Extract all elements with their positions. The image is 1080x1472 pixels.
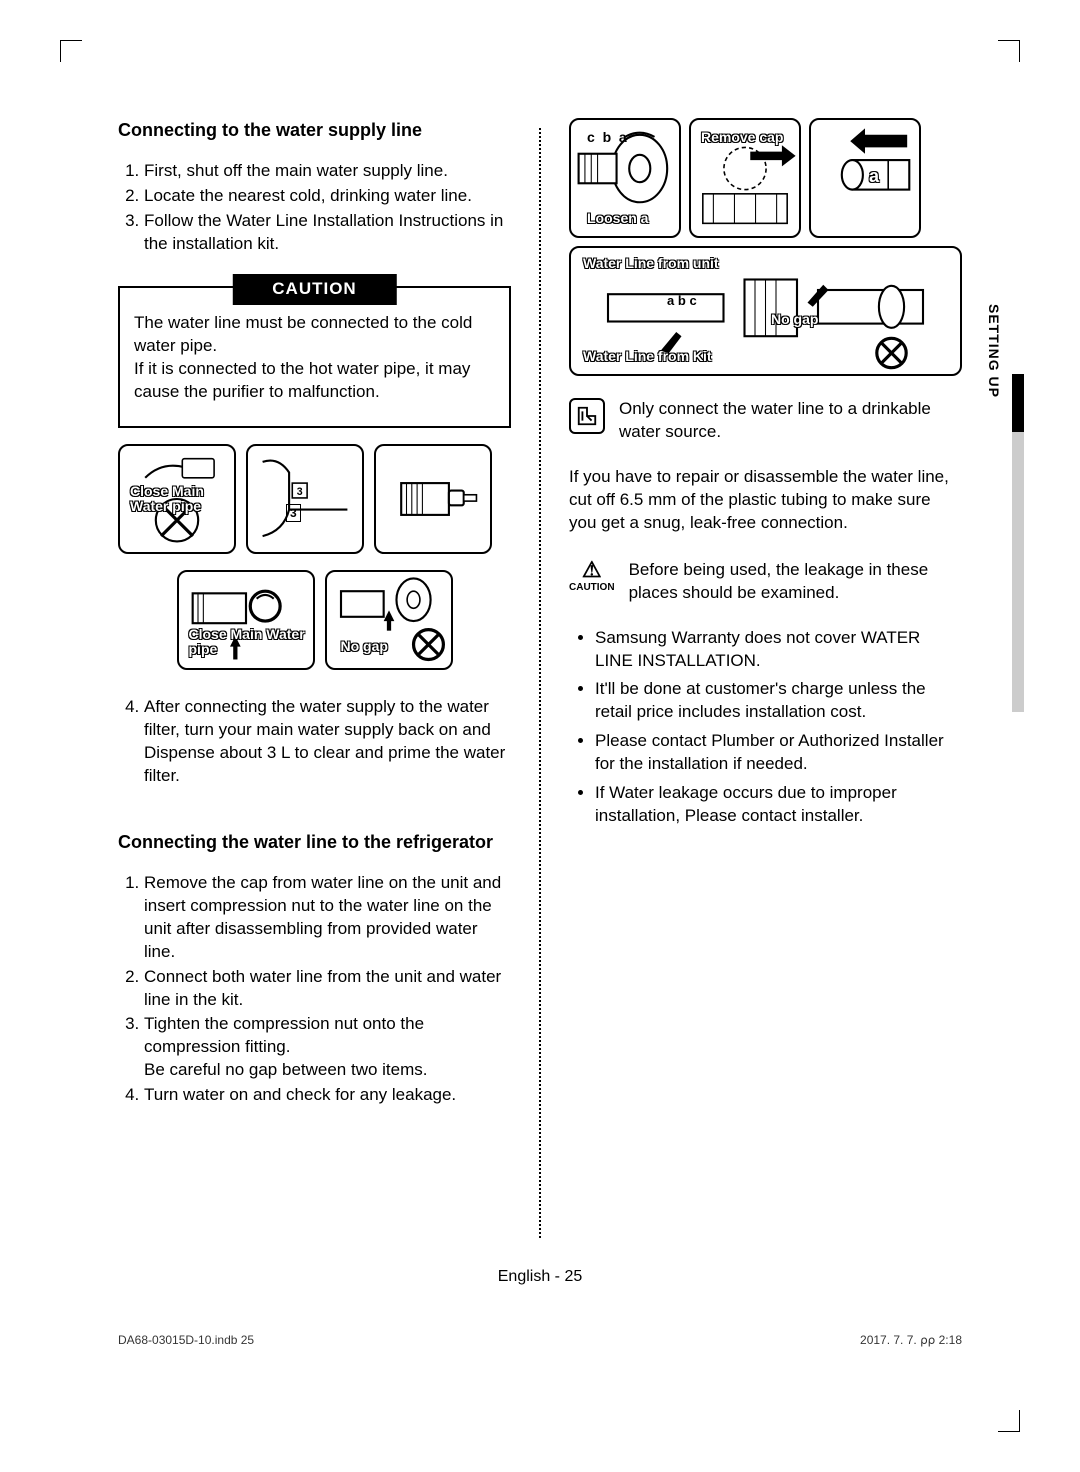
fig-close-main-2: Close Main Water pipe xyxy=(177,570,315,670)
fig-label-nogap: No gap xyxy=(771,310,818,329)
repair-paragraph: If you have to repair or disassemble the… xyxy=(569,466,962,535)
figure-top-row: c b a Loosen a Remove cap xyxy=(569,118,962,238)
section-tab: SETTING UP xyxy=(984,298,1010,698)
fig-label: No gap xyxy=(341,637,388,656)
fig-letters-bottom: a b c xyxy=(667,292,697,310)
fig-tube: 3 3 xyxy=(246,444,364,554)
crop-mark xyxy=(60,40,82,62)
tab-track xyxy=(1012,432,1024,712)
fig-number: 3 xyxy=(286,504,301,522)
list-item: Tighten the compression nut onto the com… xyxy=(144,1013,511,1082)
print-date: 2017. 7. 7. ⍴⍴ 2:18 xyxy=(860,1332,962,1348)
note-icon xyxy=(569,398,605,434)
fig-label-line-kit: Water Line from Kit xyxy=(583,347,712,366)
svg-text:3: 3 xyxy=(297,486,303,498)
caution-box: CAUTION The water line must be connected… xyxy=(118,286,511,428)
print-file: DA68-03015D-10.indb 25 xyxy=(118,1332,254,1348)
list-item: If Water leakage occurs due to improper … xyxy=(595,782,962,828)
fig-fitting xyxy=(374,444,492,554)
fig-remove-cap: Remove cap xyxy=(689,118,801,238)
fig-label-loosen: Loosen a xyxy=(587,209,648,228)
crop-mark xyxy=(998,40,1020,62)
fig-loosen: c b a Loosen a xyxy=(569,118,681,238)
fig-label-line-unit: Water Line from unit xyxy=(583,254,719,273)
note-text: Only connect the water line to a drinkab… xyxy=(619,398,962,444)
figure-row-1: Close Main Water pipe 3 3 xyxy=(118,444,511,554)
fig-label: Close Main Water pipe xyxy=(130,484,234,515)
tab-marker xyxy=(1012,374,1024,432)
list-item: Samsung Warranty does not cover WATER LI… xyxy=(595,627,962,673)
list-item: Follow the Water Line Installation Instr… xyxy=(144,210,511,256)
crop-mark xyxy=(998,1410,1020,1432)
heading-supply-line: Connecting to the water supply line xyxy=(118,118,511,142)
page-footer: English - 25 xyxy=(118,1266,962,1288)
fig-close-main-1: Close Main Water pipe xyxy=(118,444,236,554)
steps-supply-line: First, shut off the main water supply li… xyxy=(118,160,511,256)
caution-note: ⚠ CAUTION Before being used, the leakage… xyxy=(569,559,962,605)
list-item: After connecting the water supply to the… xyxy=(144,696,511,788)
note-drinkable: Only connect the water line to a drinkab… xyxy=(569,398,962,444)
column-divider xyxy=(539,128,541,1238)
list-item: Turn water on and check for any leakage. xyxy=(144,1084,511,1107)
print-metadata: DA68-03015D-10.indb 25 2017. 7. 7. ⍴⍴ 2:… xyxy=(118,1332,962,1348)
list-item: It'll be done at customer's charge unles… xyxy=(595,678,962,724)
fig-no-gap: No gap xyxy=(325,570,453,670)
caution-label: CAUTION xyxy=(232,274,396,305)
heading-refrigerator: Connecting the water line to the refrige… xyxy=(118,830,511,854)
steps-refrigerator: Remove the cap from water line on the un… xyxy=(118,872,511,1107)
list-item: First, shut off the main water supply li… xyxy=(144,160,511,183)
list-item: Please contact Plumber or Authorized Ins… xyxy=(595,730,962,776)
left-column: Connecting to the water supply line Firs… xyxy=(118,118,511,1238)
fig-water-line-connect: Water Line from unit Water Line from Kit… xyxy=(569,246,962,376)
list-item: Locate the nearest cold, drinking water … xyxy=(144,185,511,208)
step-4: After connecting the water supply to the… xyxy=(118,696,511,788)
list-item: Connect both water line from the unit an… xyxy=(144,966,511,1012)
fig-insert-a: a xyxy=(809,118,921,238)
tab-label: SETTING UP xyxy=(984,298,1003,398)
caution-text: The water line must be connected to the … xyxy=(134,312,495,404)
fig-letters: c b a xyxy=(587,128,627,147)
right-column: c b a Loosen a Remove cap xyxy=(569,118,962,1238)
caution-triangle-icon: ⚠ CAUTION xyxy=(569,559,615,595)
fig-label-remove: Remove cap xyxy=(701,128,783,147)
fig-label: Close Main Water pipe xyxy=(189,627,313,658)
figure-row-2: Close Main Water pipe No gap xyxy=(118,570,511,670)
caution-note-text: Before being used, the leakage in these … xyxy=(629,559,962,605)
warranty-bullets: Samsung Warranty does not cover WATER LI… xyxy=(569,627,962,829)
list-item: Remove the cap from water line on the un… xyxy=(144,872,511,964)
fig-letter-a: a xyxy=(869,164,879,188)
